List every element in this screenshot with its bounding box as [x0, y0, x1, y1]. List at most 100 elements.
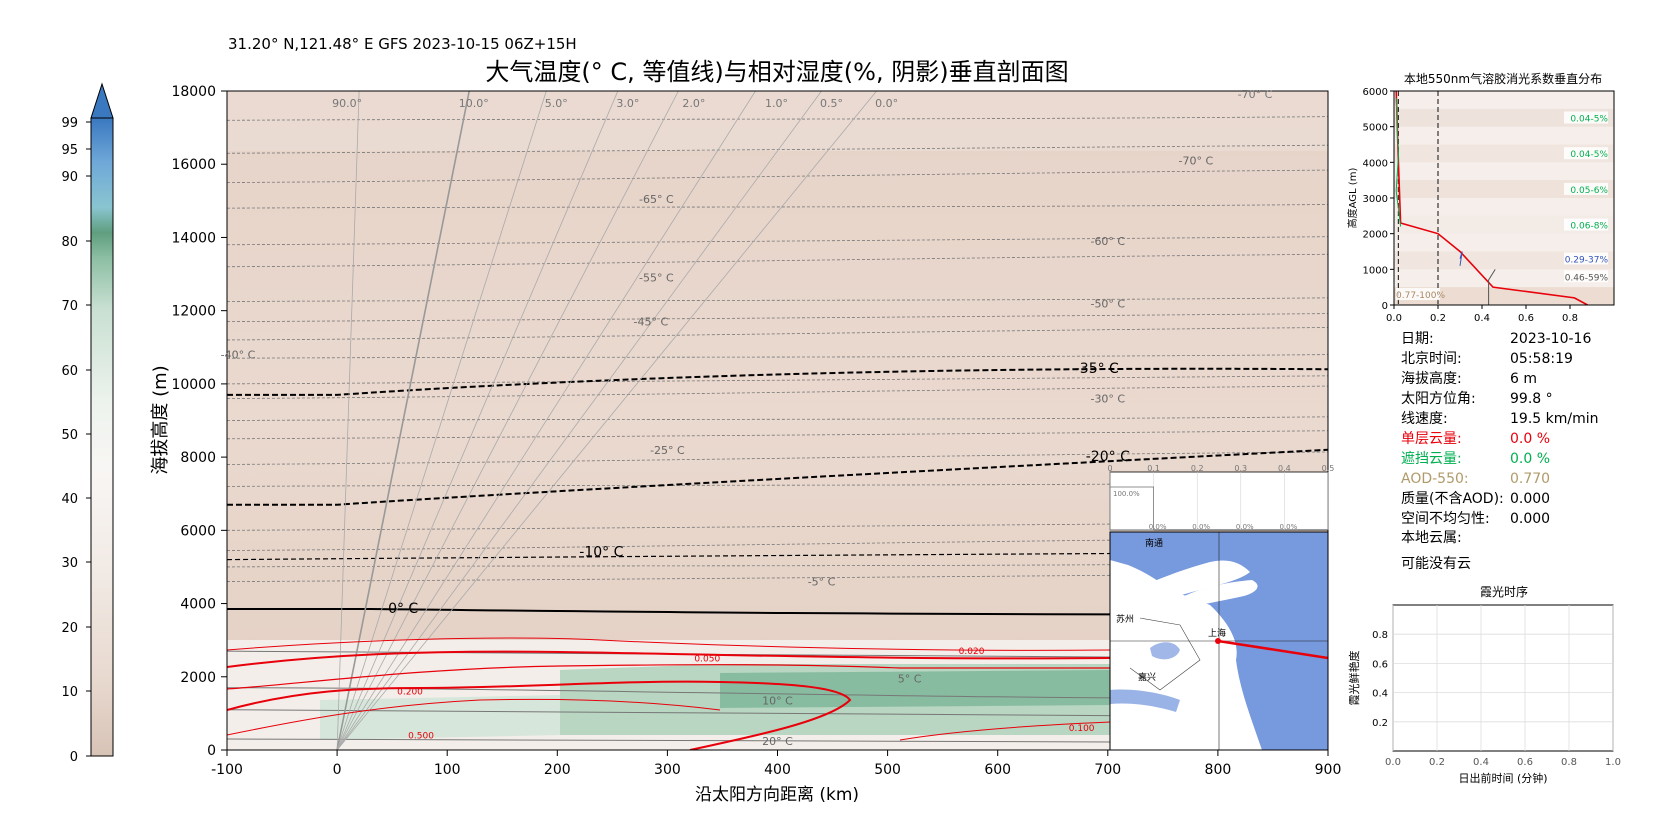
contour-label: -55° C	[639, 272, 674, 285]
colorbar-bar	[90, 117, 114, 757]
isotherm-dashed	[227, 416, 1328, 421]
info-label: 单层云量:	[1401, 431, 1462, 447]
y-tick-label: 0	[207, 743, 216, 759]
aerosol-y-label: 高度AGL (m)	[1346, 168, 1359, 229]
colorbar-tick-label: 95	[61, 143, 78, 158]
info-panel: 日期: 2023-10-16 北京时间: 05:58:19 海拔高度: 6 m 太阳方位角:…	[1401, 331, 1598, 527]
glow-x-tick-label: 0.2	[1429, 757, 1445, 768]
colorbar: 0 10 20 30 40 50 60 70 80 90 95 99	[61, 82, 114, 765]
glow-y-tick-label: 0.6	[1372, 659, 1388, 670]
y-tick-label: 2000	[180, 670, 216, 686]
x-tick-label: 300	[654, 762, 681, 778]
x-tick-label: 400	[764, 762, 791, 778]
aerosol-y-tick-label: 1000	[1363, 265, 1388, 276]
glow-x-tick-label: 1.0	[1605, 757, 1621, 768]
contour-label: -40° C	[221, 349, 256, 362]
aerosol-extinction-line	[1395, 91, 1588, 305]
info-value: 6 m	[1510, 371, 1537, 387]
glow-x-tick-label: 0.4	[1473, 757, 1489, 768]
info-label: 海拔高度:	[1401, 370, 1462, 387]
red-contour	[227, 698, 721, 736]
aerosol-x-tick-label: 0.6	[1518, 313, 1534, 324]
contour-label: -70° C	[1179, 155, 1214, 168]
colorbar-tick-label: 50	[61, 428, 78, 443]
inset-tick-label: 0.4	[1278, 464, 1291, 473]
info-label: 遮挡云量:	[1401, 451, 1462, 467]
red-contour-label: 0.100	[1069, 724, 1095, 734]
map-label-suzhou: 苏州	[1116, 613, 1134, 625]
info-label: 线速度:	[1401, 411, 1448, 427]
inset-frame	[1109, 471, 1329, 531]
isotherm-bold-dashed	[227, 367, 1328, 396]
glow-x-label: 日出前时间 (分钟)	[1458, 771, 1547, 785]
isotherm-bold-dashed	[227, 448, 1328, 506]
aerosol-layer-label: 0.46-59%	[1565, 273, 1609, 283]
aerosol-layer-label: 0.06-8%	[1570, 222, 1608, 232]
glow-y-tick-label: 0.4	[1372, 689, 1388, 700]
isotherm-dashed	[227, 236, 1328, 246]
location-line: 31.20° N,121.48° E GFS 2023-10-15 06Z+15…	[228, 35, 577, 53]
info-label: 空间不均匀性:	[1401, 511, 1490, 527]
glow-y-tick-label: 0.8	[1372, 630, 1388, 641]
colorbar-extend-arrow	[90, 82, 114, 119]
isotherm-dashed	[227, 451, 1328, 465]
aerosol-x-tick-label: 0.8	[1562, 313, 1578, 324]
aerosol-band	[1394, 108, 1614, 127]
info-label: 质量(不含AOD):	[1401, 491, 1504, 507]
isotherm-dashed	[227, 562, 1328, 568]
aerosol-y-tick-label: 6000	[1363, 87, 1388, 98]
aerosol-title: 本地550nm气溶胶消光系数垂直分布	[1404, 71, 1602, 86]
site-marker	[1215, 638, 1221, 644]
red-contour-label: 0.500	[408, 731, 434, 741]
inset-value-label: 0.0%	[1280, 523, 1298, 531]
contour-label: 0° C	[388, 601, 418, 617]
red-contour	[899, 721, 1111, 741]
glow-y-tick-label: 0.2	[1372, 718, 1388, 729]
aerosol-layer-label-bg	[1564, 182, 1608, 195]
colorbar-tick-label: 70	[61, 299, 78, 314]
inset-tick-label: 0.2	[1191, 464, 1204, 473]
inset-tick-label: 0.3	[1234, 464, 1247, 473]
solar-ray	[336, 91, 547, 750]
saturated-layer-shading	[720, 670, 1110, 708]
contour-label-corner: -70° C	[1238, 88, 1273, 101]
aerosol-green-trace	[1395, 98, 1402, 227]
aerosol-layer-label: 0.77-100%	[1396, 291, 1445, 301]
aerosol-layer-label: 0.04-5%	[1570, 150, 1608, 160]
colorbar-tick-label: 20	[61, 621, 78, 636]
y-tick-label: 6000	[180, 523, 216, 539]
contour-label: 5° C	[898, 673, 922, 686]
map-inset: 南通 苏州 上海 嘉兴	[1109, 531, 1329, 751]
info-label: 日期:	[1401, 331, 1434, 347]
lake	[1150, 642, 1180, 660]
aerosol-profile-chart: 本地550nm气溶胶消光系数垂直分布 0.0 0.2 0.4 0.6 0.8 0 1000 2…	[1346, 71, 1615, 324]
contour-label: -25° C	[650, 444, 685, 457]
isotherm-dashed	[227, 573, 1328, 582]
x-axis-label: 沿太阳方向距离 (km)	[695, 785, 859, 805]
colorbar-tick-label: 0	[70, 750, 78, 765]
aerosol-layer-label-bg	[1564, 218, 1608, 231]
colorbar-tick-label: 80	[61, 235, 78, 250]
info-value: 0.770	[1510, 471, 1550, 487]
contour-label: -30° C	[1090, 393, 1125, 406]
aerosol-layer-label-bg	[1564, 270, 1608, 283]
solar-angle-label: 0.0°	[875, 97, 898, 110]
isotherm-dashed	[227, 537, 1328, 551]
info-value: 05:58:19	[1510, 351, 1573, 367]
y-tick-label: 8000	[180, 450, 216, 466]
glow-frame	[1392, 604, 1614, 752]
x-tick-label: 500	[874, 762, 901, 778]
isotherm-dashed	[227, 144, 1328, 154]
x-tick-label: 100	[434, 762, 461, 778]
contour-label: -20° C	[1086, 449, 1130, 465]
isotherm-dashed	[227, 313, 1328, 323]
inset-value-label: 100.0%	[1113, 490, 1140, 498]
aerosol-band	[1394, 215, 1614, 234]
aerosol-y-tick-label: 4000	[1363, 158, 1388, 169]
y-tick-label: 10000	[171, 377, 216, 393]
sea-area	[1110, 532, 1328, 750]
isotherm-zero	[227, 608, 1328, 616]
solar-angle-label: 90.0°	[332, 97, 362, 110]
solar-ray	[336, 91, 822, 750]
